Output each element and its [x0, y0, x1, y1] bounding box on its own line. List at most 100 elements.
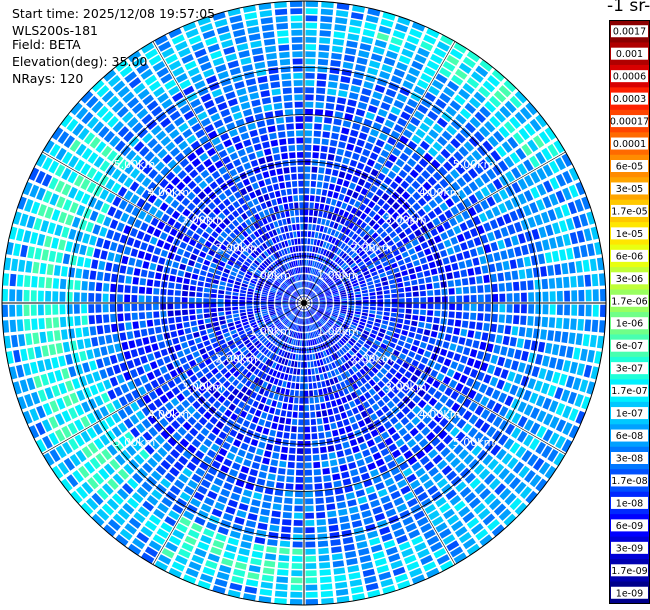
radar-gate-cell [314, 287, 320, 292]
radar-gate-cell [210, 546, 223, 556]
radar-gate-cell [48, 160, 59, 174]
radar-gate-cell [256, 120, 266, 128]
radar-gate-cell [535, 441, 546, 455]
radar-gate-cell [561, 389, 571, 402]
radar-gate-cell [304, 137, 312, 144]
radar-gate-cell [286, 337, 291, 344]
radar-gate-cell [26, 377, 36, 391]
radar-gate-cell [296, 130, 303, 137]
radar-gate-cell [250, 207, 258, 215]
radar-gate-cell [258, 595, 272, 604]
radar-gate-cell [367, 492, 378, 501]
radar-gate-cell [529, 438, 540, 451]
radar-gate-cell [206, 328, 214, 334]
radar-gate-cell [289, 210, 295, 217]
radar-gate-cell [470, 312, 477, 320]
radar-gate-cell [217, 248, 224, 255]
radar-gate-cell [155, 434, 165, 445]
radar-gate-cell [138, 303, 145, 311]
radar-gate-cell [321, 283, 327, 289]
radar-gate-cell [283, 248, 288, 255]
radar-gate-cell [125, 392, 134, 403]
radar-gate-cell [230, 271, 237, 277]
radar-gate-cell [304, 433, 311, 440]
radar-gate-cell [276, 431, 283, 438]
radar-gate-cell [497, 356, 506, 367]
radar-gate-cell [231, 358, 239, 366]
radar-gate-cell [45, 317, 53, 329]
radar-gate-cell [358, 250, 366, 257]
radar-gate-cell [224, 299, 231, 303]
radar-gate-cell [507, 347, 515, 358]
radar-gate-cell [307, 289, 311, 296]
radar-gate-cell [169, 324, 176, 331]
radar-gate-cell [263, 329, 270, 335]
radar-gate-cell [51, 465, 64, 480]
radar-gate-cell [31, 201, 41, 215]
radar-gate-cell [260, 187, 268, 194]
radar-gate-cell [211, 508, 223, 518]
radar-gate-cell [181, 303, 188, 309]
radar-gate-cell [112, 364, 121, 375]
radar-gate-cell [128, 136, 140, 147]
radar-gate-cell [278, 288, 284, 293]
radar-gate-cell [285, 418, 292, 425]
radar-gate-cell [222, 441, 231, 450]
radar-gate-cell [304, 376, 308, 383]
radar-gate-cell [379, 526, 391, 536]
radar-gate-cell [231, 575, 244, 584]
radar-gate-cell [326, 332, 331, 338]
radar-gate-cell [159, 417, 169, 428]
radar-gate-cell [159, 406, 169, 416]
radar-gate-cell [233, 313, 240, 318]
radar-gate-cell [105, 416, 116, 428]
radar-gate-cell [243, 139, 252, 147]
radar-gate-cell [250, 347, 257, 354]
radar-gate-cell [283, 308, 290, 311]
radar-gate-cell [503, 472, 516, 485]
radar-gate-cell [540, 382, 550, 395]
radar-gate-cell [189, 285, 196, 291]
radar-gate-cell [332, 254, 338, 261]
radar-gate-cell [334, 256, 340, 263]
radar-gate-cell [402, 129, 413, 139]
radar-gate-cell [364, 245, 371, 252]
radar-gate-cell [176, 276, 183, 283]
radar-gate-cell [194, 516, 206, 526]
radar-gate-cell [299, 340, 302, 347]
radar-gate-cell [298, 267, 301, 274]
radar-gate-cell [289, 599, 303, 605]
radar-gate-cell [392, 332, 400, 339]
radar-gate-cell [444, 173, 455, 184]
radar-gate-cell [419, 257, 427, 265]
radar-gate-cell [189, 309, 196, 315]
radar-gate-cell [277, 562, 289, 569]
radar-gate-cell [236, 382, 244, 390]
radar-gate-cell [397, 16, 411, 26]
radar-gate-cell [423, 443, 434, 454]
radar-gate-cell [117, 86, 130, 98]
radar-gate-cell [304, 369, 308, 375]
radar-gate-cell [406, 186, 416, 195]
radar-gate-cell [234, 350, 242, 357]
radar-gate-cell [354, 291, 361, 295]
radar-gate-cell [335, 279, 342, 285]
radar-gate-cell [176, 181, 186, 191]
radar-gate-cell [247, 200, 254, 208]
radar-gate-cell [273, 378, 279, 385]
radar-gate-cell [355, 64, 366, 72]
radar-gate-cell [136, 62, 150, 74]
radar-gate-cell [473, 91, 486, 104]
radar-gate-cell [309, 397, 314, 404]
radar-gate-cell [232, 299, 238, 303]
radar-gate-cell [149, 439, 160, 450]
radar-gate-cell [330, 539, 341, 546]
radar-gate-cell [304, 419, 310, 426]
radar-gate-cell [142, 337, 150, 345]
radar-gate-cell [148, 169, 158, 179]
radar-gate-cell [254, 290, 261, 294]
radar-gate-cell [366, 439, 375, 448]
radar-gate-cell [198, 386, 207, 394]
radar-gate-cell [353, 255, 360, 261]
radar-gate-cell [563, 318, 570, 330]
